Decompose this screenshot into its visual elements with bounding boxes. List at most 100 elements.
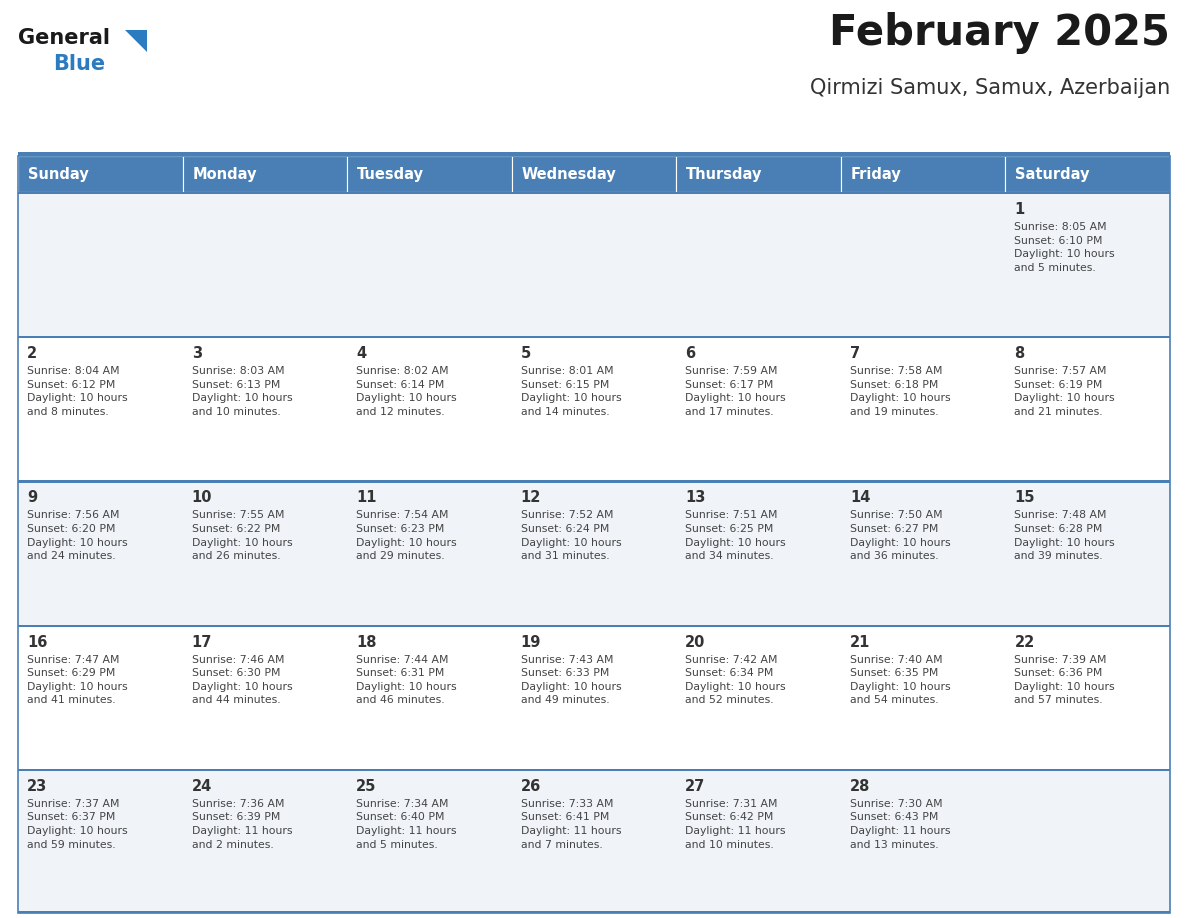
Bar: [183, 768, 347, 913]
Text: Sunday: Sunday: [29, 166, 89, 182]
Text: 1: 1: [1015, 202, 1025, 217]
Bar: [18, 152, 1170, 156]
Bar: [347, 768, 512, 913]
Text: Sunrise: 8:02 AM
Sunset: 6:14 PM
Daylight: 10 hours
and 12 minutes.: Sunrise: 8:02 AM Sunset: 6:14 PM Dayligh…: [356, 366, 456, 417]
Text: 26: 26: [520, 778, 541, 794]
Text: Sunrise: 7:59 AM
Sunset: 6:17 PM
Daylight: 10 hours
and 17 minutes.: Sunrise: 7:59 AM Sunset: 6:17 PM Dayligh…: [685, 366, 786, 417]
Text: Sunrise: 8:05 AM
Sunset: 6:10 PM
Daylight: 10 hours
and 5 minutes.: Sunrise: 8:05 AM Sunset: 6:10 PM Dayligh…: [1015, 222, 1116, 273]
Bar: [512, 768, 676, 913]
Text: Sunrise: 7:40 AM
Sunset: 6:35 PM
Daylight: 10 hours
and 54 minutes.: Sunrise: 7:40 AM Sunset: 6:35 PM Dayligh…: [849, 655, 950, 705]
Bar: [18, 192, 1170, 195]
Text: Thursday: Thursday: [687, 166, 763, 182]
Text: Sunrise: 7:31 AM
Sunset: 6:42 PM
Daylight: 11 hours
and 10 minutes.: Sunrise: 7:31 AM Sunset: 6:42 PM Dayligh…: [685, 799, 785, 849]
Bar: [18, 156, 1170, 913]
Text: Sunrise: 7:55 AM
Sunset: 6:22 PM
Daylight: 10 hours
and 26 minutes.: Sunrise: 7:55 AM Sunset: 6:22 PM Dayligh…: [191, 510, 292, 561]
Polygon shape: [125, 30, 147, 52]
Text: Wednesday: Wednesday: [522, 166, 617, 182]
Text: Sunrise: 7:47 AM
Sunset: 6:29 PM
Daylight: 10 hours
and 41 minutes.: Sunrise: 7:47 AM Sunset: 6:29 PM Dayligh…: [27, 655, 127, 705]
Text: 4: 4: [356, 346, 366, 361]
Bar: [347, 156, 512, 192]
Text: Sunrise: 7:58 AM
Sunset: 6:18 PM
Daylight: 10 hours
and 19 minutes.: Sunrise: 7:58 AM Sunset: 6:18 PM Dayligh…: [849, 366, 950, 417]
Bar: [18, 336, 183, 480]
Text: Sunrise: 7:37 AM
Sunset: 6:37 PM
Daylight: 10 hours
and 59 minutes.: Sunrise: 7:37 AM Sunset: 6:37 PM Dayligh…: [27, 799, 127, 849]
Bar: [1005, 480, 1170, 624]
Bar: [512, 156, 676, 192]
Bar: [512, 336, 676, 480]
Text: 16: 16: [27, 634, 48, 650]
Text: 5: 5: [520, 346, 531, 361]
Bar: [18, 480, 183, 624]
Bar: [1005, 768, 1170, 913]
Bar: [841, 480, 1005, 624]
Text: Sunrise: 8:03 AM
Sunset: 6:13 PM
Daylight: 10 hours
and 10 minutes.: Sunrise: 8:03 AM Sunset: 6:13 PM Dayligh…: [191, 366, 292, 417]
Bar: [1005, 336, 1170, 480]
Bar: [18, 192, 183, 336]
Text: Sunrise: 7:48 AM
Sunset: 6:28 PM
Daylight: 10 hours
and 39 minutes.: Sunrise: 7:48 AM Sunset: 6:28 PM Dayligh…: [1015, 510, 1116, 561]
Text: Sunrise: 7:33 AM
Sunset: 6:41 PM
Daylight: 11 hours
and 7 minutes.: Sunrise: 7:33 AM Sunset: 6:41 PM Dayligh…: [520, 799, 621, 849]
Text: Saturday: Saturday: [1016, 166, 1089, 182]
Text: 20: 20: [685, 634, 706, 650]
Text: 11: 11: [356, 490, 377, 506]
Bar: [183, 336, 347, 480]
Text: Sunrise: 7:46 AM
Sunset: 6:30 PM
Daylight: 10 hours
and 44 minutes.: Sunrise: 7:46 AM Sunset: 6:30 PM Dayligh…: [191, 655, 292, 705]
Text: Sunrise: 7:44 AM
Sunset: 6:31 PM
Daylight: 10 hours
and 46 minutes.: Sunrise: 7:44 AM Sunset: 6:31 PM Dayligh…: [356, 655, 456, 705]
Text: 24: 24: [191, 778, 211, 794]
Bar: [18, 624, 183, 768]
Text: 2: 2: [27, 346, 37, 361]
Text: Sunrise: 7:57 AM
Sunset: 6:19 PM
Daylight: 10 hours
and 21 minutes.: Sunrise: 7:57 AM Sunset: 6:19 PM Dayligh…: [1015, 366, 1116, 417]
Bar: [347, 192, 512, 336]
Text: 23: 23: [27, 778, 48, 794]
Bar: [1005, 156, 1170, 192]
Text: Sunrise: 8:01 AM
Sunset: 6:15 PM
Daylight: 10 hours
and 14 minutes.: Sunrise: 8:01 AM Sunset: 6:15 PM Dayligh…: [520, 366, 621, 417]
Bar: [841, 624, 1005, 768]
Bar: [676, 156, 841, 192]
Text: Sunrise: 7:54 AM
Sunset: 6:23 PM
Daylight: 10 hours
and 29 minutes.: Sunrise: 7:54 AM Sunset: 6:23 PM Dayligh…: [356, 510, 456, 561]
Bar: [676, 624, 841, 768]
Bar: [512, 192, 676, 336]
Text: 12: 12: [520, 490, 541, 506]
Bar: [183, 156, 347, 192]
Text: Sunrise: 7:51 AM
Sunset: 6:25 PM
Daylight: 10 hours
and 34 minutes.: Sunrise: 7:51 AM Sunset: 6:25 PM Dayligh…: [685, 510, 786, 561]
Text: 9: 9: [27, 490, 37, 506]
Bar: [676, 336, 841, 480]
Bar: [512, 480, 676, 624]
Bar: [18, 768, 1170, 771]
Text: 25: 25: [356, 778, 377, 794]
Bar: [841, 768, 1005, 913]
Text: 22: 22: [1015, 634, 1035, 650]
Bar: [18, 768, 183, 913]
Bar: [841, 336, 1005, 480]
Text: Blue: Blue: [53, 54, 105, 74]
Text: Monday: Monday: [192, 166, 257, 182]
Bar: [347, 624, 512, 768]
Text: Qirmizi Samux, Samux, Azerbaijan: Qirmizi Samux, Samux, Azerbaijan: [810, 78, 1170, 98]
Bar: [676, 480, 841, 624]
Text: Sunrise: 7:36 AM
Sunset: 6:39 PM
Daylight: 11 hours
and 2 minutes.: Sunrise: 7:36 AM Sunset: 6:39 PM Dayligh…: [191, 799, 292, 849]
Bar: [347, 480, 512, 624]
Bar: [676, 768, 841, 913]
Text: Sunrise: 7:56 AM
Sunset: 6:20 PM
Daylight: 10 hours
and 24 minutes.: Sunrise: 7:56 AM Sunset: 6:20 PM Dayligh…: [27, 510, 127, 561]
Text: Sunrise: 7:50 AM
Sunset: 6:27 PM
Daylight: 10 hours
and 36 minutes.: Sunrise: 7:50 AM Sunset: 6:27 PM Dayligh…: [849, 510, 950, 561]
Bar: [347, 336, 512, 480]
Text: 18: 18: [356, 634, 377, 650]
Text: 17: 17: [191, 634, 211, 650]
Bar: [841, 156, 1005, 192]
Bar: [676, 192, 841, 336]
Bar: [512, 624, 676, 768]
Text: Sunrise: 7:30 AM
Sunset: 6:43 PM
Daylight: 11 hours
and 13 minutes.: Sunrise: 7:30 AM Sunset: 6:43 PM Dayligh…: [849, 799, 950, 849]
Bar: [183, 480, 347, 624]
Text: February 2025: February 2025: [829, 12, 1170, 54]
Bar: [183, 624, 347, 768]
Bar: [18, 480, 1170, 483]
Text: 14: 14: [849, 490, 871, 506]
Bar: [183, 192, 347, 336]
Bar: [18, 336, 1170, 339]
Text: Tuesday: Tuesday: [358, 166, 424, 182]
Bar: [18, 156, 183, 192]
Text: General: General: [18, 28, 110, 48]
Text: 27: 27: [685, 778, 706, 794]
Text: 13: 13: [685, 490, 706, 506]
Text: 10: 10: [191, 490, 213, 506]
Text: 28: 28: [849, 778, 871, 794]
Text: Sunrise: 7:52 AM
Sunset: 6:24 PM
Daylight: 10 hours
and 31 minutes.: Sunrise: 7:52 AM Sunset: 6:24 PM Dayligh…: [520, 510, 621, 561]
